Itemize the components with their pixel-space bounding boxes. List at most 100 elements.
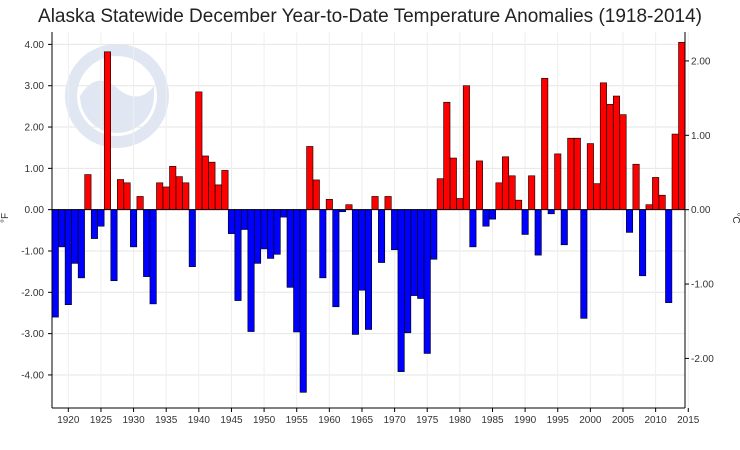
x-tick-label: 1925 xyxy=(90,415,113,426)
bar-1938 xyxy=(182,182,190,210)
bar-1941 xyxy=(201,155,209,210)
bar-1969 xyxy=(384,196,392,210)
bar-1958 xyxy=(312,179,320,210)
bar-1945 xyxy=(227,209,235,234)
bar-1928 xyxy=(117,179,125,210)
bar-1990 xyxy=(521,209,529,235)
bar-1955 xyxy=(293,209,301,333)
bar-1953 xyxy=(280,209,288,218)
bar-1965 xyxy=(358,209,366,291)
bar-1993 xyxy=(541,77,549,210)
bar-1923 xyxy=(84,174,92,210)
x-tick-label: 1940 xyxy=(188,415,211,426)
bar-1988 xyxy=(508,175,516,210)
bar-1971 xyxy=(397,209,405,372)
bar-1991 xyxy=(528,175,536,210)
bar-2012 xyxy=(665,209,673,303)
bar-1944 xyxy=(221,170,229,210)
bar-1985 xyxy=(488,209,496,220)
x-tick-label: 1975 xyxy=(416,415,439,426)
bar-2006 xyxy=(626,209,634,233)
bar-1927 xyxy=(110,209,118,282)
bar-1997 xyxy=(567,137,575,210)
x-tick-label: 1945 xyxy=(220,415,243,426)
bar-2009 xyxy=(645,204,653,210)
bar-1936 xyxy=(169,165,177,210)
bar-1933 xyxy=(149,209,157,305)
bar-1956 xyxy=(299,209,307,393)
bar-1918 xyxy=(51,209,59,318)
bar-1987 xyxy=(502,156,510,210)
bar-1983 xyxy=(475,160,483,210)
x-tick-label: 1990 xyxy=(514,415,537,426)
x-tick-label: 1920 xyxy=(57,415,80,426)
x-tick-label: 2005 xyxy=(612,415,635,426)
bar-1935 xyxy=(162,186,170,210)
bar-2014 xyxy=(678,42,686,210)
y-tick-label-c: -2.00 xyxy=(691,354,714,365)
noaa-logo-watermark xyxy=(65,44,169,148)
bar-1942 xyxy=(208,161,216,210)
bar-1978 xyxy=(443,101,451,210)
bar-1949 xyxy=(254,209,262,264)
bar-1954 xyxy=(286,209,294,288)
bar-2001 xyxy=(593,183,601,210)
bar-1981 xyxy=(462,85,470,210)
bar-1959 xyxy=(319,209,327,279)
bar-1977 xyxy=(436,178,444,210)
bar-2004 xyxy=(612,95,620,210)
x-tick-label: 1995 xyxy=(547,415,570,426)
y-tick-label-f: 0.00 xyxy=(25,205,45,216)
x-tick-label: 2010 xyxy=(645,415,668,426)
y-tick-label-c: -1.00 xyxy=(691,280,714,291)
bar-1924 xyxy=(90,209,98,239)
y-axis-title-fahrenheit: °F xyxy=(0,213,11,223)
bar-series xyxy=(51,42,686,393)
x-tick-label: 1960 xyxy=(318,415,341,426)
bar-1950 xyxy=(260,209,268,250)
bar-1940 xyxy=(195,91,203,210)
bar-2007 xyxy=(632,163,640,210)
y-tick-label-f: 4.00 xyxy=(25,40,45,51)
bar-1972 xyxy=(404,209,412,334)
x-tick-label: 1950 xyxy=(253,415,276,426)
bar-1989 xyxy=(515,199,523,210)
bar-1963 xyxy=(345,204,353,210)
bar-1943 xyxy=(214,184,222,210)
x-tick-label: 1935 xyxy=(155,415,178,426)
bar-1982 xyxy=(469,209,477,248)
bar-1970 xyxy=(391,209,399,251)
bar-1951 xyxy=(267,209,275,259)
chart-title: Alaska Statewide December Year-to-Date T… xyxy=(38,6,702,27)
bar-1921 xyxy=(71,209,79,264)
x-tick-label: 1955 xyxy=(286,415,309,426)
bar-1960 xyxy=(325,199,333,210)
bar-1992 xyxy=(534,209,542,256)
x-tick-label: 1970 xyxy=(383,415,406,426)
bar-1947 xyxy=(241,209,249,230)
bar-1999 xyxy=(580,209,588,319)
bar-1986 xyxy=(495,182,503,210)
bar-1961 xyxy=(332,209,340,308)
bar-2003 xyxy=(606,104,614,210)
bar-1925 xyxy=(97,209,105,227)
x-tick-label: 2000 xyxy=(579,415,602,426)
bar-1919 xyxy=(58,209,66,248)
bar-1980 xyxy=(456,198,464,210)
x-tick-label: 2015 xyxy=(677,415,700,426)
bar-1932 xyxy=(143,209,151,277)
bar-1998 xyxy=(573,137,581,210)
x-tick-label: 1985 xyxy=(481,415,504,426)
bar-2010 xyxy=(652,177,660,210)
bar-1976 xyxy=(430,209,438,260)
bar-2005 xyxy=(619,114,627,210)
bar-1929 xyxy=(123,182,131,210)
y-tick-label-c: 1.00 xyxy=(691,131,711,142)
bar-1934 xyxy=(156,182,164,210)
x-tick-label: 1965 xyxy=(351,415,374,426)
bar-1968 xyxy=(378,209,386,263)
x-tick-label: 1980 xyxy=(449,415,472,426)
bar-1926 xyxy=(103,51,111,210)
bar-1995 xyxy=(554,153,562,210)
